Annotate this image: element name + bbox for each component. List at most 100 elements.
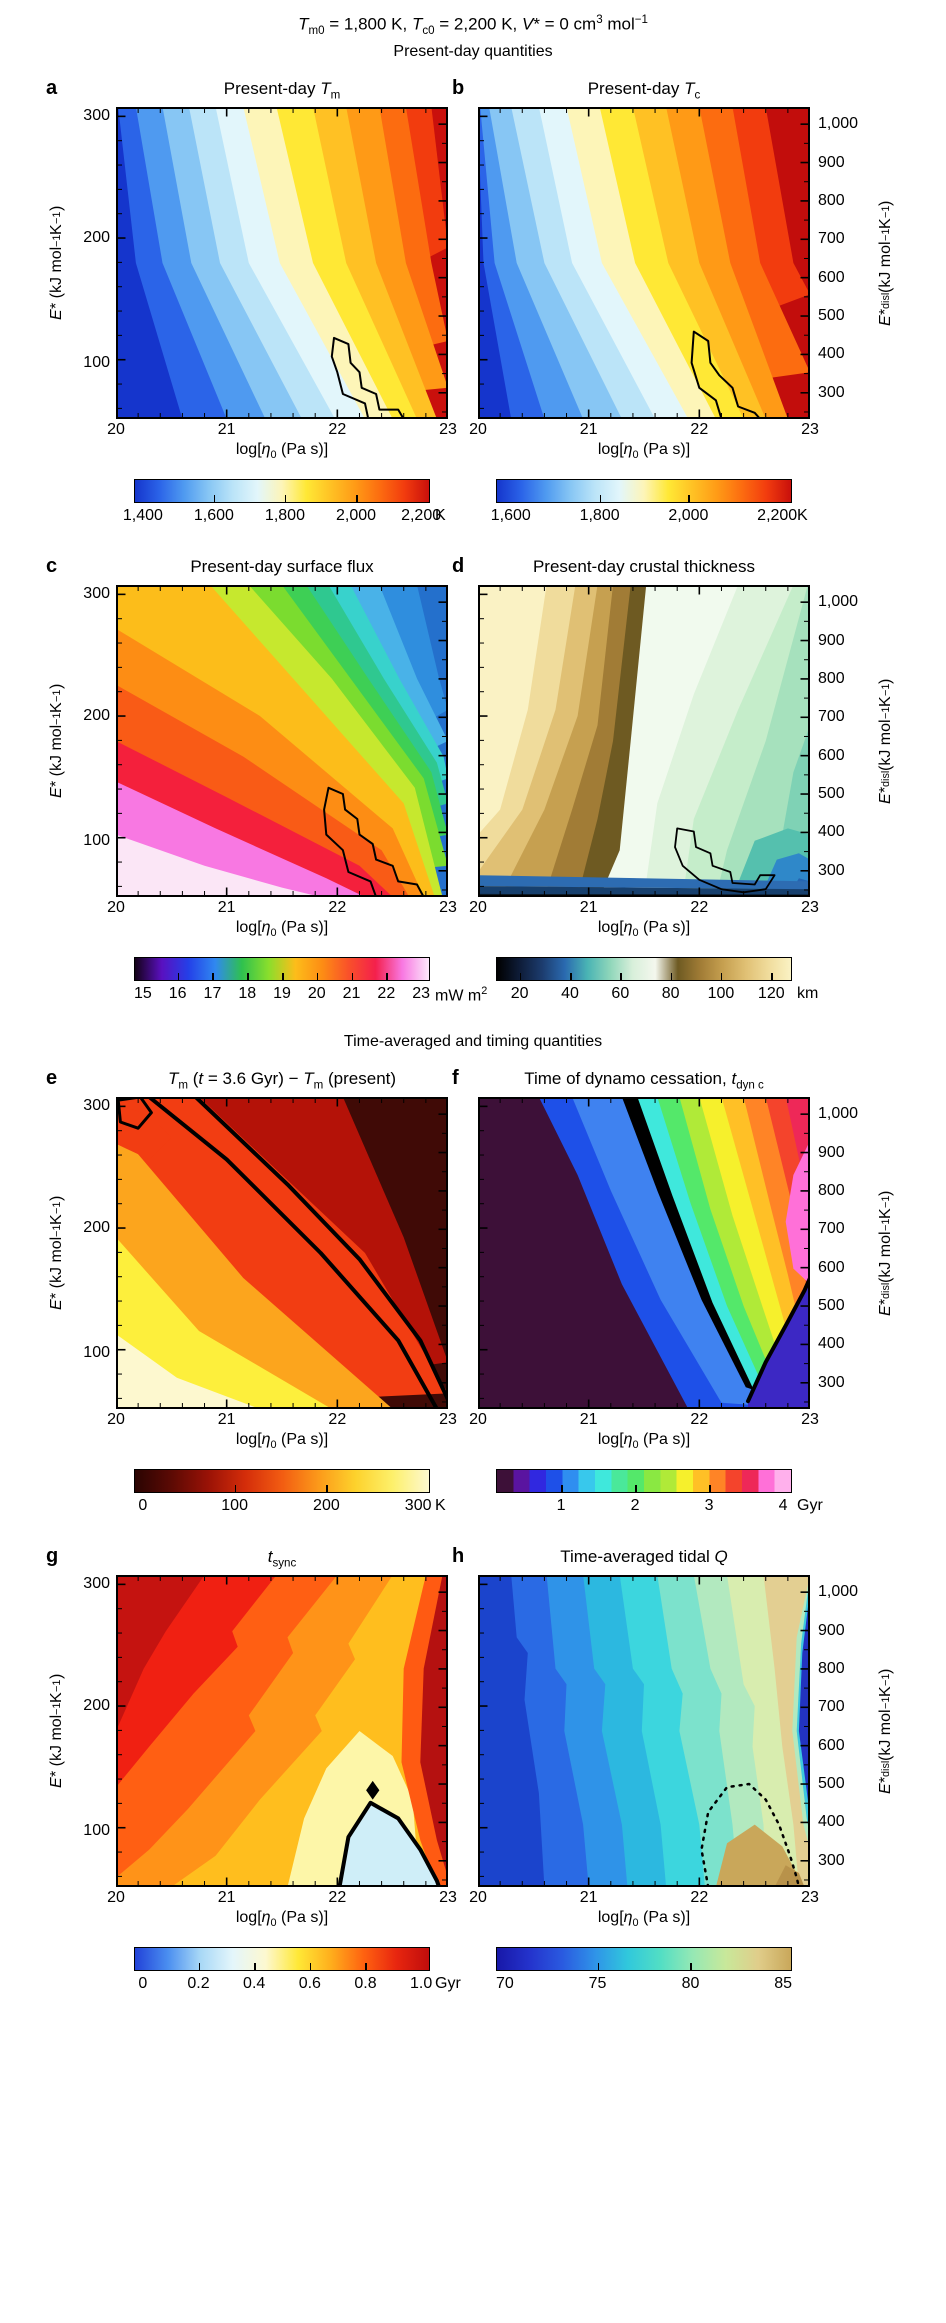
x-tick-label: 21 [579, 421, 598, 439]
contour-plot-h [478, 1575, 810, 1888]
panel-b: b Present-day Tc 1,000 900 800 700 600 500 400 30… [452, 77, 902, 465]
y-axis-label-left: E * (kJ mol −1 K −1) [48, 206, 65, 320]
colorbar-tick [597, 1963, 600, 1971]
colorbar-tick-label: 2,000 [668, 507, 709, 525]
panel-body: 1,000 900 800 700 600 500 400 300 E * disl (kJ mol… [478, 1097, 902, 1410]
y-tick-label: 800 [818, 1659, 845, 1677]
x-tick-label: 21 [579, 1411, 598, 1429]
colorbar-tick-label: 0.6 [298, 1975, 321, 1993]
y-tick-label: 500 [818, 307, 845, 325]
y-tick-label: 200 [83, 1219, 110, 1237]
colorbar-tick-label: 4 [778, 1497, 788, 1515]
colorbar-tick [386, 973, 388, 981]
panel-title-row: d Present-day crustal thickness [452, 555, 902, 585]
colorbar-tick [254, 1963, 256, 1971]
colorbar-tick-label: 1,600 [193, 507, 234, 525]
figure: Tm0 = 1,800 K, Tc0 = 2,200 K, V* = 0 cm3… [0, 14, 946, 1997]
y-tick-labels-left: 300 200 100 [70, 107, 114, 419]
colorbar-g [134, 1947, 430, 1972]
y-tick-label: 200 [83, 229, 110, 247]
colorbar-tick [316, 973, 319, 981]
panel-body: E * (kJ mol −1 K −1) 300 200 100 [44, 1575, 448, 1888]
contour-plot-b [478, 107, 810, 420]
panel-title: Present-day crustal thickness [532, 557, 756, 577]
colorbar-row: 15 16 17 18 19 20 21 22 23 mW m2 20 40 60 80 100 120 km [0, 957, 946, 1007]
contour-plot-a [116, 107, 448, 420]
y-tick-label: 1,000 [818, 1583, 859, 1601]
panel-title-row: a Present-day Tm [44, 77, 448, 107]
colorbar-wrap [134, 479, 430, 504]
colorbar-tick-label: 60 [611, 985, 630, 1003]
colorbar-tick-label: 80 [661, 985, 680, 1003]
colorbar-tick [356, 495, 358, 503]
panel-letter: a [46, 77, 58, 100]
panel-title: Present-day Tm [223, 79, 341, 102]
panel-letter: c [46, 555, 58, 578]
colorbar-block-e: 0 100 200 300 K [44, 1469, 448, 1519]
colorbar-tick-label: 19 [273, 985, 291, 1003]
y-tick-label: 300 [818, 1851, 845, 1869]
colorbar-unit: mW m2 [435, 985, 488, 1005]
x-tick-label: 23 [439, 1889, 457, 1907]
panel-body: E * (kJ mol −1 K −1) 300 200 100 [44, 585, 448, 898]
y-tick-label: 400 [818, 345, 845, 363]
y-tick-label: 700 [818, 1220, 845, 1238]
colorbar-tick-label: 20 [307, 985, 326, 1003]
x-tick-label: 23 [439, 899, 457, 917]
x-axis-label: log[η0 (Pa s)] [235, 919, 329, 940]
colorbar-tick-label: 40 [561, 985, 579, 1003]
colorbar-a [134, 479, 430, 504]
colorbar-tick-label: 0 [138, 1497, 148, 1515]
colorbar-wrap [134, 957, 430, 982]
y-tick-labels-right: 1,000 900 800 700 600 500 400 300 [814, 1097, 868, 1409]
x-tick-labels: 20 21 22 23 [469, 1887, 902, 1909]
colorbar-tick [690, 1963, 692, 1971]
colorbar-tick [247, 973, 249, 981]
y-tick-label: 300 [818, 383, 845, 401]
colorbar-tick [213, 495, 216, 503]
x-tick-label: 22 [690, 899, 709, 917]
x-tick-label: 21 [579, 899, 598, 917]
panel-body: 1,000 900 800 700 600 500 400 300 E * disl (kJ mol… [478, 1575, 902, 1888]
contour-plot-d [478, 585, 810, 898]
colorbar-tick [720, 973, 723, 981]
colorbar-tick [309, 1963, 312, 1971]
x-tick-label: 22 [328, 899, 347, 917]
panel-h: h Time-averaged tidal Q 1,000 900 800 700 600 5… [452, 1545, 902, 1933]
y-tick-label: 600 [818, 1258, 845, 1276]
panel-g: g tsync E * (kJ mol −1 K −1) 300 200 100 20 21 22 23… [44, 1545, 457, 1933]
colorbar-tick [365, 1963, 367, 1971]
y-tick-label: 600 [818, 746, 845, 764]
panel-body: E * (kJ mol −1 K −1) 300 200 100 [44, 107, 448, 420]
colorbar-tick [620, 973, 622, 981]
colorbar-labels: 1,600 1,800 2,000 2,200 K [491, 507, 808, 529]
y-tick-labels-right: 1,000 900 800 700 600 500 400 300 [814, 107, 868, 419]
contour-plot-e [116, 1097, 448, 1410]
colorbar-unit: K [435, 1497, 446, 1515]
colorbar-tick-label: 3 [704, 1497, 714, 1515]
panel-letter: b [452, 77, 465, 100]
y-tick-label: 900 [818, 631, 845, 649]
colorbar-tick-label: 200 [313, 1497, 340, 1515]
colorbar-unit: km [797, 985, 819, 1003]
y-tick-label: 700 [818, 708, 845, 726]
panel-row: a Present-day Tm E * (kJ mol −1 K −1) 300 200 10… [0, 77, 946, 465]
panel-a: a Present-day Tm E * (kJ mol −1 K −1) 300 200 10… [44, 77, 457, 465]
panel-grid: a Present-day Tm E * (kJ mol −1 K −1) 300 200 10… [0, 77, 946, 1997]
colorbar-wrap [134, 1469, 430, 1494]
x-tick-label: 21 [217, 1411, 236, 1429]
x-tick-label: 22 [328, 421, 347, 439]
colorbar-tick [771, 973, 773, 981]
x-tick-label: 23 [439, 421, 457, 439]
y-tick-label: 100 [83, 353, 110, 371]
panel-body: E * (kJ mol −1 K −1) 300 200 100 [44, 1097, 448, 1410]
colorbar-tick [635, 1485, 637, 1493]
colorbar-labels: 0 0.2 0.4 0.6 0.8 1.0 Gyr [134, 1975, 460, 1997]
x-tick-label: 20 [107, 1411, 125, 1429]
panel-d: d Present-day crustal thickness 1,000 900 80… [452, 555, 902, 943]
colorbar-tick [282, 973, 284, 981]
colorbar-tick-label: 2 [630, 1497, 640, 1515]
y-tick-label: 1,000 [818, 115, 859, 133]
colorbar-tick [599, 495, 602, 503]
colorbar-tick-label: 1.0 [409, 1975, 433, 1993]
